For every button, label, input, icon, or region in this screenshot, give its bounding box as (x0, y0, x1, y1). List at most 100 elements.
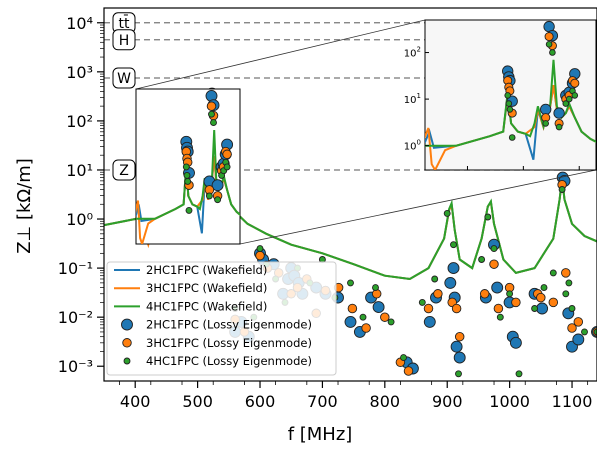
x-tick-label: 1000 (489, 392, 530, 411)
y-tick-label: 10³ (66, 63, 93, 82)
eigenmode-point (380, 312, 390, 322)
threshold-label-box (112, 29, 136, 51)
eigenmode-point (431, 275, 439, 283)
eigenmode-point (558, 186, 566, 193)
x-tick-label: 600 (245, 392, 276, 411)
eigenmode-point (423, 315, 436, 328)
eigenmode-point (256, 245, 264, 253)
inset-eigenmode-point (553, 107, 565, 119)
inset-eigenmode-point (562, 100, 570, 107)
y-tick-label: 10⁻³ (58, 357, 93, 376)
eigenmode-point (489, 259, 499, 269)
eigenmode-point (478, 256, 486, 263)
eigenmode-point (433, 289, 443, 299)
legend-label: 4HC1FPC (Lossy Eigenmode) (146, 354, 312, 368)
inset-eigenmode-point (182, 163, 190, 171)
eigenmode-point (423, 303, 434, 314)
inset-eigenmode-point (223, 163, 231, 171)
eigenmode-point (493, 303, 504, 314)
inset-eigenmode-point (205, 192, 213, 200)
legend-label: 3HC1FPC (Lossy Eigenmode) (146, 336, 312, 350)
inset-eigenmode-point (571, 92, 579, 99)
eigenmode-point (372, 301, 385, 314)
inset-eigenmode-point (208, 110, 215, 118)
eigenmode-point (403, 366, 414, 376)
plot-frame (103, 7, 597, 382)
legend-frame (106, 261, 337, 376)
threshold-label: tt̄ (119, 14, 130, 32)
eigenmode-point (361, 323, 371, 333)
x-tick-label: 700 (307, 392, 338, 411)
x-tick-label: 400 (120, 392, 151, 411)
y-axis-label: Z⊥ [kΩ/m] (14, 158, 35, 254)
legend-label: 3HC1FPC (Wakefield) (146, 281, 267, 295)
eigenmode-point (540, 284, 548, 292)
eigenmode-point (484, 213, 492, 221)
eigenmode-point (549, 269, 557, 277)
eigenmode-point (531, 305, 539, 312)
threshold-label: W (117, 71, 131, 87)
eigenmode-point (479, 289, 490, 299)
eigenmode-point (515, 370, 523, 378)
eigenmode-point (444, 276, 457, 289)
y-tick-label: 10⁴ (66, 14, 93, 33)
eigenmode-point (573, 317, 584, 327)
legend-marker-swatch (123, 357, 131, 365)
inset-eigenmode-point (505, 100, 513, 107)
threshold-label: Z (119, 163, 129, 179)
inset-eigenmode-point (542, 120, 550, 127)
inset-eigenmode-point (185, 206, 193, 214)
eigenmode-point (454, 331, 465, 342)
x-axis-label: f [MHz] (288, 424, 353, 445)
inset-eigenmode-point (549, 49, 556, 56)
y-tick-label: 10¹ (66, 161, 93, 180)
eigenmode-point (561, 268, 571, 278)
eigenmode-point (572, 333, 585, 346)
eigenmode-point (567, 323, 577, 333)
eigenmode-point (453, 351, 466, 364)
legend-label: 2HC1FPC (Wakefield) (146, 263, 267, 277)
y-tick-label: 10⁰ (66, 210, 93, 229)
threshold-label-box (112, 67, 136, 89)
y-tick-label: 10² (66, 112, 93, 131)
eigenmode-point (506, 290, 514, 298)
zoom-connector-bottom (239, 169, 597, 245)
legend-marker-swatch (121, 318, 133, 331)
legend: 2HC1FPC (Wakefield) 3HC1FPC (Wakefield) 4H… (106, 261, 337, 376)
x-tick-label: 800 (370, 392, 401, 411)
eigenmode-point (565, 279, 573, 287)
eigenmode-point (418, 298, 426, 306)
eigenmode-point (387, 318, 395, 326)
eigenmode-point (491, 281, 504, 294)
inset-series-line-3 (136, 130, 240, 220)
eigenmode-point (568, 305, 576, 312)
inset-eigenmode-point (222, 149, 232, 160)
inset-eigenmode-point (183, 171, 191, 179)
inset-small-panel (135, 88, 241, 245)
eigenmode-point (372, 284, 379, 292)
eigenmode-point (496, 313, 504, 321)
inset-eigenmode-point (565, 95, 573, 103)
legend-marker-swatch (122, 338, 132, 348)
inset-eigenmode-point (184, 177, 192, 185)
x-tick-label: 900 (432, 392, 463, 411)
eigenmode-point (581, 328, 588, 336)
eigenmode-point (562, 290, 570, 298)
eigenmode-point (511, 297, 521, 308)
inset-eigenmode-point (544, 32, 554, 42)
inset-series-line-3 (425, 59, 596, 147)
eigenmode-point (400, 354, 407, 362)
zoom-connector-top (135, 19, 426, 90)
eigenmode-point (443, 209, 451, 217)
eigenmode-point (255, 250, 265, 261)
eigenmode-point (536, 302, 549, 315)
threshold-label: H (119, 33, 130, 49)
eigenmode-point (593, 328, 597, 336)
eigenmode-point (359, 313, 367, 321)
inset-eigenmode-point (555, 123, 563, 131)
eigenmode-point (455, 370, 462, 378)
threshold-label-box (112, 159, 136, 181)
eigenmode-point (347, 303, 358, 314)
y-tick-label: 10⁻¹ (58, 259, 93, 278)
